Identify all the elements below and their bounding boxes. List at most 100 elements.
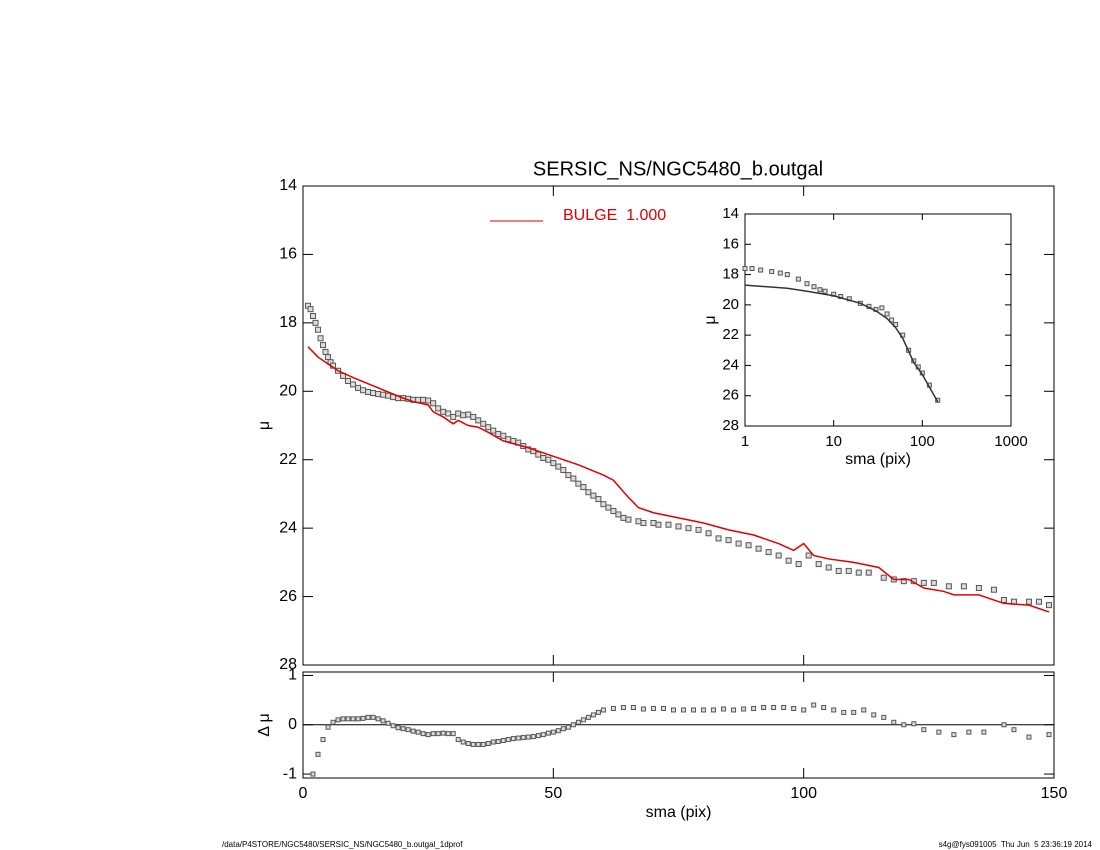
x-tick-label: 100	[910, 433, 935, 450]
data-point	[395, 725, 401, 731]
data-point	[550, 460, 557, 467]
data-point	[540, 455, 547, 462]
data-point	[460, 739, 466, 745]
data-point	[921, 727, 927, 733]
data-point	[660, 705, 666, 711]
data-point	[769, 269, 775, 275]
data-point	[530, 734, 536, 740]
data-point	[575, 480, 582, 487]
y-tick-label: 14	[279, 177, 297, 194]
data-point	[540, 732, 546, 738]
data-point	[831, 707, 837, 713]
data-point	[580, 484, 587, 491]
data-point	[811, 702, 817, 708]
data-point	[570, 722, 576, 728]
data-point	[475, 417, 482, 424]
data-point	[425, 732, 431, 738]
data-point	[821, 704, 827, 710]
data-point	[691, 707, 697, 713]
data-point	[460, 412, 467, 419]
data-point	[725, 537, 732, 544]
data-point	[475, 741, 481, 747]
data-point	[420, 731, 426, 737]
data-point	[380, 391, 387, 398]
data-point	[370, 389, 377, 396]
data-point	[650, 705, 656, 711]
data-point	[795, 561, 802, 568]
data-point	[681, 707, 687, 713]
x-tick-label: 150	[1041, 785, 1068, 802]
data-point	[490, 427, 497, 434]
y-axis-label: Δ μ	[256, 713, 273, 736]
data-point	[320, 737, 326, 743]
data-point	[445, 731, 451, 737]
data-point	[1046, 732, 1052, 738]
y-tick-label: 18	[722, 266, 739, 283]
data-point	[350, 716, 356, 722]
y-tick-label: 16	[722, 235, 739, 252]
data-point	[325, 724, 331, 730]
data-point	[901, 722, 907, 728]
data-point	[741, 706, 747, 712]
data-point	[465, 740, 471, 746]
data-point	[610, 508, 617, 515]
data-point	[480, 741, 486, 747]
data-point	[620, 704, 626, 710]
data-point	[775, 552, 782, 559]
data-point	[560, 466, 567, 473]
data-point	[861, 707, 867, 713]
y-tick-label: 22	[279, 451, 297, 468]
y-tick-label: 20	[279, 383, 297, 400]
data-point	[585, 489, 592, 496]
data-point	[365, 388, 372, 395]
model-line	[307, 346, 1050, 613]
y-tick-label: 26	[279, 588, 297, 605]
data-point	[600, 707, 606, 713]
footer-left: /data/P4STORE/NGC5480/SERSIC_NS/NGC5480_…	[222, 840, 463, 849]
data-point	[440, 730, 446, 736]
model-line	[744, 284, 939, 403]
data-point	[731, 707, 737, 713]
data-point	[871, 712, 877, 718]
y-tick-label: 28	[722, 417, 739, 434]
data-point	[600, 501, 607, 508]
data-point	[749, 266, 755, 272]
data-point	[485, 424, 492, 431]
data-point	[340, 716, 346, 722]
data-point	[891, 719, 897, 725]
data-point	[500, 738, 506, 744]
data-point	[975, 585, 982, 592]
data-point	[930, 579, 937, 586]
data-point	[385, 720, 391, 726]
data-point	[425, 397, 432, 404]
data-point	[715, 535, 722, 542]
data-point	[500, 432, 507, 439]
data-point	[755, 545, 762, 552]
data-point	[455, 737, 461, 743]
inset-frame	[744, 213, 1012, 427]
data-point	[605, 504, 612, 511]
data-point	[865, 569, 872, 576]
data-point	[525, 734, 531, 740]
y-tick-label: 1	[288, 667, 297, 684]
y-tick-label: 0	[288, 716, 297, 733]
data-point	[1035, 598, 1042, 605]
main-frame	[302, 185, 1055, 666]
data-point	[655, 521, 662, 528]
data-point	[801, 707, 807, 713]
data-point	[771, 704, 777, 710]
data-point	[640, 520, 647, 527]
footer-right: s4g@fys091005 Thu Jun 5 23:36:19 2014	[939, 840, 1093, 849]
data-point	[315, 751, 321, 757]
data-point	[595, 496, 602, 503]
data-point	[761, 704, 767, 710]
data-point	[881, 714, 887, 720]
data-point	[911, 721, 917, 727]
data-point	[590, 712, 596, 718]
data-point	[322, 348, 329, 355]
data-point	[545, 730, 551, 736]
data-point	[435, 405, 442, 412]
data-point	[701, 707, 707, 713]
data-point	[879, 305, 885, 311]
data-point	[355, 716, 361, 722]
